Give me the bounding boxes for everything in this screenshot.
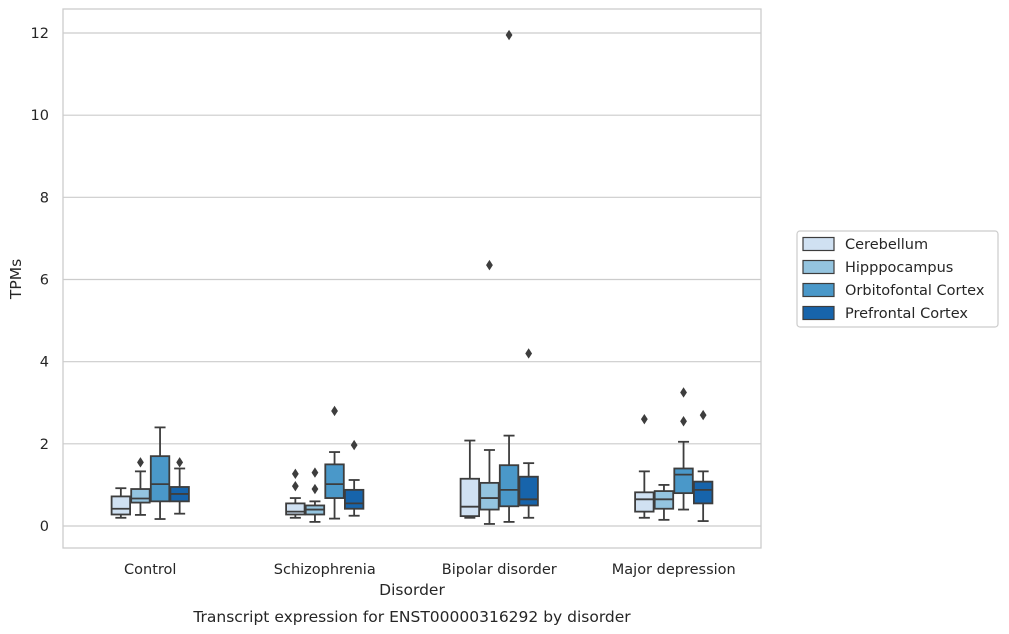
outlier-point bbox=[699, 409, 707, 421]
y-tick-label: 8 bbox=[40, 190, 49, 206]
legend-swatch bbox=[802, 305, 835, 321]
outlier-point bbox=[176, 457, 184, 468]
box bbox=[693, 409, 714, 522]
box-body bbox=[343, 488, 365, 510]
outlier-point bbox=[505, 29, 513, 41]
outlier-point bbox=[525, 348, 533, 359]
box bbox=[285, 468, 306, 519]
outlier-point bbox=[640, 413, 648, 425]
box-body bbox=[479, 481, 500, 511]
legend: Cerebellum Hipppocampus Orbitofontal Corte… bbox=[796, 230, 999, 328]
box bbox=[634, 413, 655, 519]
legend-label: Orbitofontal Cortex bbox=[845, 283, 985, 299]
gridlines bbox=[63, 32, 761, 527]
box bbox=[459, 439, 481, 519]
legend-label: Cerebellum bbox=[845, 237, 928, 253]
plot-area-frame bbox=[62, 8, 762, 549]
outlier-point bbox=[350, 439, 358, 451]
y-tick-label: 6 bbox=[40, 273, 49, 289]
outlier-point bbox=[486, 259, 493, 271]
box bbox=[518, 348, 539, 519]
x-tick-label: Major depression bbox=[612, 562, 736, 578]
box-body bbox=[459, 477, 481, 518]
outlier-point bbox=[331, 405, 338, 417]
box bbox=[479, 259, 500, 525]
box bbox=[149, 426, 171, 520]
box-body bbox=[149, 455, 171, 503]
x-tick-label: Bipolar disorder bbox=[442, 562, 557, 578]
box-series bbox=[110, 29, 714, 525]
outlier-point bbox=[291, 468, 299, 480]
legend-label: Hipppocampus bbox=[845, 260, 953, 276]
y-tick-label: 0 bbox=[40, 519, 49, 535]
legend-frame bbox=[796, 230, 999, 328]
outlier-point bbox=[680, 387, 687, 398]
box bbox=[343, 439, 365, 517]
y-tick-label: 10 bbox=[31, 108, 49, 124]
box-series-cerebellum bbox=[110, 413, 655, 519]
box-body bbox=[518, 475, 539, 507]
legend-swatch bbox=[802, 282, 835, 298]
x-axis-ticks: Control Schizophrenia Bipolar disorder Majo… bbox=[124, 562, 736, 578]
y-tick-label: 12 bbox=[31, 26, 49, 42]
legend-swatch bbox=[802, 259, 835, 275]
outlier-point bbox=[311, 467, 319, 478]
box bbox=[324, 405, 345, 520]
x-axis-title: Disorder bbox=[379, 581, 445, 599]
outlier-point bbox=[680, 416, 687, 427]
box-body bbox=[285, 502, 306, 516]
outlier-point bbox=[311, 483, 319, 495]
box-series-hipppocampus bbox=[130, 259, 675, 525]
box bbox=[653, 484, 675, 521]
outlier-point bbox=[291, 480, 299, 492]
box-series-prefrontal-cortex bbox=[169, 348, 714, 522]
x-tick-label: Control bbox=[124, 562, 176, 578]
y-axis-title: TPMs bbox=[7, 259, 25, 300]
box-body bbox=[110, 495, 131, 516]
figure-caption: Transcript expression for ENST0000031629… bbox=[192, 608, 631, 626]
box-body bbox=[634, 491, 655, 513]
box-body bbox=[673, 467, 694, 495]
box bbox=[110, 487, 131, 519]
box bbox=[498, 29, 520, 523]
box-series-orbitofontal-cortex bbox=[149, 29, 694, 523]
outlier-point bbox=[137, 457, 144, 468]
legend-label: Prefrontal Cortex bbox=[845, 306, 968, 322]
x-tick-label: Schizophrenia bbox=[274, 562, 376, 578]
box bbox=[304, 467, 326, 523]
y-tick-label: 4 bbox=[40, 355, 49, 371]
legend-swatch bbox=[802, 236, 835, 252]
box-body bbox=[130, 488, 151, 504]
box bbox=[130, 457, 151, 516]
box-body bbox=[693, 480, 714, 505]
y-axis-ticks: 0 2 4 6 8 10 12 bbox=[31, 26, 49, 535]
y-tick-label: 2 bbox=[40, 437, 49, 453]
box bbox=[169, 457, 190, 515]
box-body bbox=[498, 464, 520, 508]
box-body bbox=[324, 463, 345, 499]
box bbox=[673, 387, 694, 511]
